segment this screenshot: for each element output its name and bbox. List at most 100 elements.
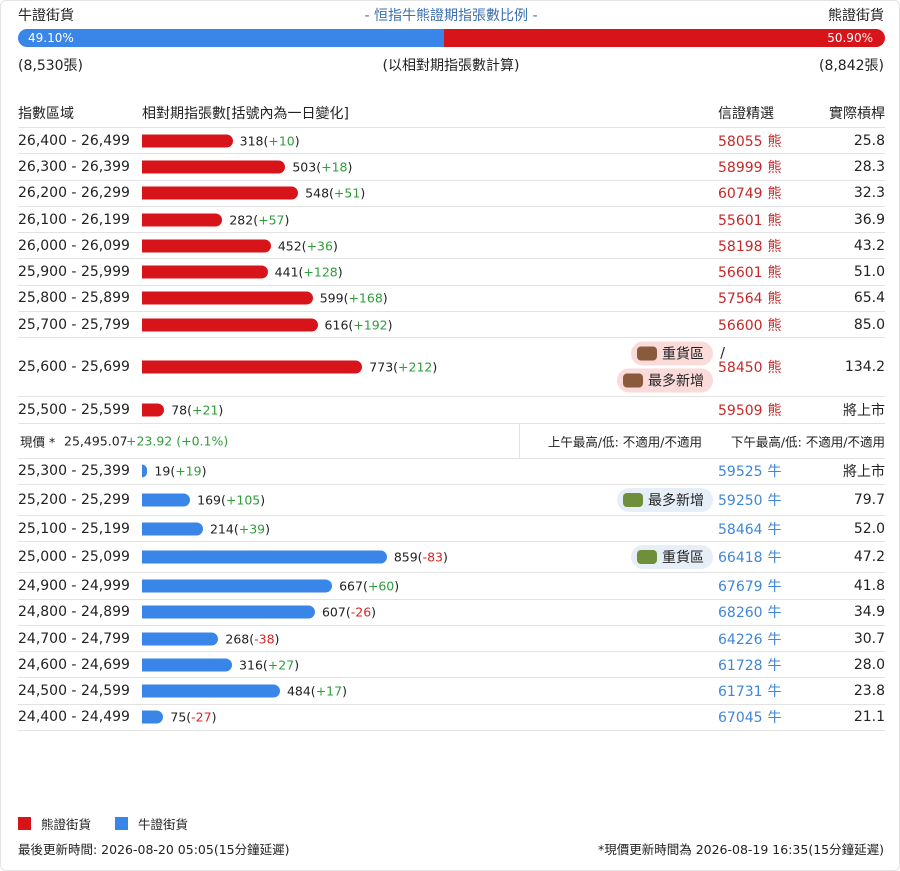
contracts: 19	[154, 463, 171, 479]
contracts: 607	[321, 604, 346, 620]
range: 24,900 - 24,999	[18, 577, 130, 594]
side: 牛	[767, 492, 782, 509]
contracts: 667	[339, 578, 363, 594]
bear-ratio: 50.90%	[443, 29, 885, 47]
bar	[142, 360, 363, 374]
badge-icon	[623, 373, 643, 388]
contracts: 503	[292, 159, 317, 175]
col-header: 信證精選	[718, 106, 774, 122]
range: 25,800 - 25,899	[18, 290, 130, 307]
side: 熊	[767, 317, 782, 334]
change: +128	[299, 265, 343, 280]
contracts: 859	[393, 549, 418, 565]
change: -27	[186, 710, 216, 725]
range: 25,000 - 25,099	[18, 549, 130, 566]
code: 56601 熊	[718, 262, 782, 282]
title: - 恒指牛熊證期指張數比例 -	[364, 8, 538, 24]
current-price: 25,495.07	[64, 433, 128, 449]
badge-separator: /	[720, 345, 725, 362]
code: 58999 熊	[718, 157, 782, 177]
range: 24,600 - 24,699	[18, 656, 130, 673]
leverage: 28.3	[853, 158, 885, 175]
badge-line: 最多新增	[617, 368, 713, 393]
bar-label: 616+192	[325, 317, 393, 332]
bar	[142, 186, 299, 200]
contracts: 548	[305, 185, 330, 201]
contracts: 441	[274, 264, 299, 280]
side: 牛	[767, 710, 782, 727]
bear-count: (8,842張)	[818, 58, 884, 74]
change: +212	[393, 360, 437, 375]
contracts: 214	[209, 521, 234, 537]
bull-ratio-label: 49.10%	[28, 31, 74, 45]
bar-label: 19+19	[154, 464, 206, 479]
bar	[142, 658, 233, 672]
code: 56600 熊	[718, 315, 782, 335]
current-change: +23.92 (+0.1%)	[126, 433, 229, 449]
side: 熊	[767, 291, 782, 308]
side: 牛	[767, 631, 782, 648]
updated: 最後更新時間: 2026-08-20 05:05(15分鐘延遲)	[18, 842, 290, 857]
code: 58450 熊	[718, 357, 782, 377]
bar	[142, 403, 165, 417]
bar	[142, 522, 203, 536]
code-number: 58464	[718, 521, 763, 538]
side: 熊	[767, 133, 782, 150]
code-number: 59525	[718, 464, 763, 481]
range: 24,500 - 24,599	[18, 683, 130, 700]
range: 24,700 - 24,799	[18, 630, 130, 647]
contracts: 773	[369, 359, 394, 375]
col-header: 指數區域	[18, 106, 74, 122]
change: +105	[221, 492, 265, 507]
code-number: 67679	[718, 578, 763, 595]
change: +27	[263, 657, 299, 672]
bar-label: 441+128	[275, 265, 343, 280]
bar	[142, 550, 387, 564]
badge: 重貨區	[631, 545, 713, 570]
leverage: 43.2	[853, 237, 885, 254]
bull-count: (8,530張)	[18, 58, 84, 74]
change: +51	[329, 186, 365, 201]
leverage: 134.2	[844, 359, 885, 376]
contracts: 616	[324, 317, 349, 333]
range: 25,700 - 25,799	[18, 316, 130, 333]
contracts: 484	[286, 683, 311, 699]
code-number: 61731	[718, 684, 763, 701]
col-header: 相對期指張數[括號內為一日變化]	[142, 106, 349, 122]
badge: 重貨區	[631, 341, 713, 366]
code: 64226 牛	[718, 629, 782, 649]
code-number: 58198	[718, 238, 763, 255]
bar	[142, 710, 164, 724]
contracts: 78	[171, 402, 188, 418]
code-number: 66418	[718, 550, 763, 567]
badge-line: 最多新增	[617, 487, 713, 512]
code-number: 59509	[718, 403, 763, 420]
side: 牛	[767, 578, 782, 595]
side: 牛	[767, 657, 782, 674]
bar	[142, 213, 223, 227]
side: 牛	[767, 550, 782, 567]
bar-label: 282+57	[229, 212, 289, 227]
range: 24,400 - 24,499	[18, 709, 130, 726]
legend-item: 牛證街貨	[115, 814, 188, 833]
range: 26,000 - 26,099	[18, 237, 130, 254]
leverage: 將上市	[843, 403, 885, 420]
code: 67679 牛	[718, 576, 782, 596]
bar	[142, 265, 268, 279]
change: +19	[170, 464, 206, 479]
code: 55601 熊	[718, 210, 782, 230]
code: 58055 熊	[718, 131, 782, 151]
code: 59525 牛	[718, 461, 782, 481]
bar	[142, 632, 219, 645]
code: 66418 牛	[718, 547, 782, 567]
bar	[142, 318, 318, 332]
